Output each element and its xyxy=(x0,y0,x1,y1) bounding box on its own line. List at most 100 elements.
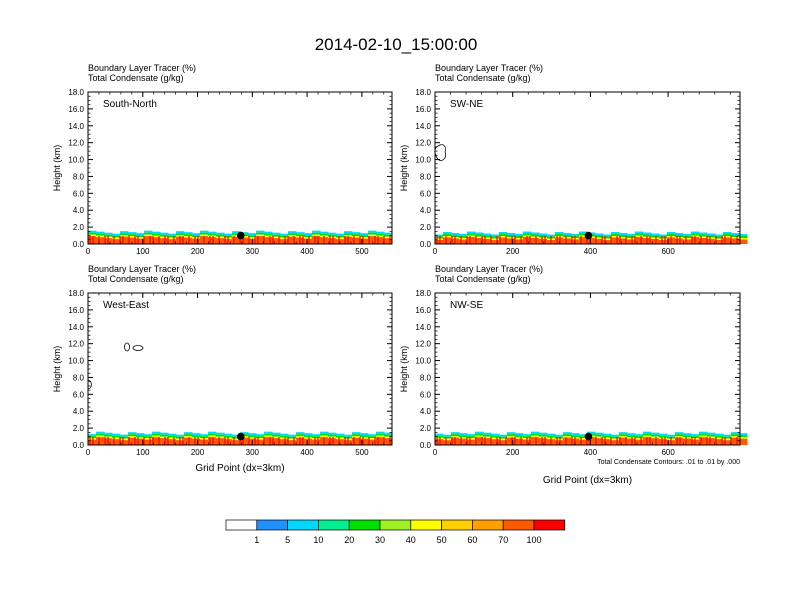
y-tick-label: 16.0 xyxy=(415,105,431,114)
field-orange-cell xyxy=(280,239,289,244)
field-cyan-cell xyxy=(651,432,660,435)
field-green-cell xyxy=(192,235,201,238)
y-tick-label: 4.0 xyxy=(420,407,432,416)
field-orange-cell xyxy=(699,238,708,244)
field-orange-cell xyxy=(152,437,161,445)
field-cyan-cell xyxy=(619,432,628,435)
field-orange-cell xyxy=(499,440,508,445)
field-yellow-cell xyxy=(184,236,193,238)
field-green-cell xyxy=(699,433,708,436)
field-yellow-cell xyxy=(507,237,516,239)
y-tick-label: 0.0 xyxy=(420,240,432,249)
field-cyan-cell xyxy=(352,232,361,235)
field-yellow-cell xyxy=(627,437,636,439)
field-green-cell xyxy=(256,232,265,235)
field-green-cell xyxy=(475,433,484,436)
panel-label-tracer: Boundary Layer Tracer (%) xyxy=(88,63,196,73)
x-tick-label: 300 xyxy=(246,247,260,256)
field-green-cell xyxy=(451,434,460,437)
field-yellow-cell xyxy=(635,235,644,238)
field-orange-cell xyxy=(376,437,385,445)
y-tick-label: 6.0 xyxy=(73,189,85,198)
panel-label-tracer: Boundary Layer Tracer (%) xyxy=(435,63,543,73)
contour-line xyxy=(87,379,92,390)
field-cyan-cell xyxy=(539,432,548,435)
field-cyan-cell xyxy=(136,433,145,436)
field-cyan-cell xyxy=(112,233,121,236)
field-yellow-cell xyxy=(352,436,361,438)
colorbar-label: 1 xyxy=(254,535,259,545)
field-cyan-cell xyxy=(184,432,193,435)
field-green-cell xyxy=(384,434,393,437)
field-yellow-cell xyxy=(184,436,193,438)
field-green-cell xyxy=(467,436,476,439)
field-green-cell xyxy=(459,435,468,438)
field-cyan-cell xyxy=(176,231,185,234)
field-green-cell xyxy=(723,234,732,237)
colorbar-label: 10 xyxy=(313,535,323,545)
field-yellow-cell xyxy=(288,235,297,237)
field-orange-cell xyxy=(475,238,484,244)
field-cyan-cell xyxy=(344,231,353,234)
field-green-cell xyxy=(232,233,241,236)
field-orange-cell xyxy=(619,437,628,445)
y-tick-label: 14.0 xyxy=(415,122,431,131)
tracer-field xyxy=(88,431,393,445)
field-green-cell xyxy=(619,434,628,437)
panel-label-condensate: Total Condensate (g/kg) xyxy=(435,274,531,284)
field-green-cell xyxy=(112,435,121,438)
field-cyan-cell xyxy=(272,432,281,435)
field-cyan-cell xyxy=(288,231,297,234)
colorbar-cell xyxy=(472,519,504,531)
field-cyan-cell xyxy=(232,434,241,437)
y-tick-label: 4.0 xyxy=(73,407,85,416)
field-cyan-cell xyxy=(699,431,708,434)
x-axis-label: Grid Point (dx=3km) xyxy=(543,475,632,486)
field-cyan-cell xyxy=(699,232,708,235)
field-cyan-cell xyxy=(619,233,628,236)
colorbar-label: 70 xyxy=(498,535,508,545)
colorbar-cell xyxy=(441,519,473,531)
field-yellow-cell xyxy=(603,238,612,241)
field-green-cell xyxy=(547,435,556,438)
field-yellow-cell xyxy=(611,236,620,238)
field-orange-cell xyxy=(216,438,225,445)
y-tick-label: 16.0 xyxy=(68,105,84,114)
field-cyan-cell xyxy=(467,231,476,234)
y-tick-label: 2.0 xyxy=(73,223,85,232)
field-yellow-cell xyxy=(675,237,684,239)
field-orange-cell xyxy=(627,438,636,445)
field-orange-cell xyxy=(715,439,724,445)
field-green-cell xyxy=(723,436,732,439)
field-green-cell xyxy=(683,435,692,438)
field-green-cell xyxy=(336,435,345,438)
field-yellow-cell xyxy=(715,238,724,241)
panel-label-tracer: Boundary Layer Tracer (%) xyxy=(435,264,543,274)
field-green-cell xyxy=(216,234,225,237)
field-yellow-cell xyxy=(304,237,313,239)
x-tick-label: 300 xyxy=(246,448,260,457)
field-cyan-cell xyxy=(491,433,500,436)
y-tick-label: 8.0 xyxy=(73,172,85,181)
field-cyan-cell xyxy=(208,431,217,434)
y-tick-label: 10.0 xyxy=(68,156,84,165)
y-tick-label: 8.0 xyxy=(420,172,432,181)
field-cyan-cell xyxy=(715,234,724,237)
field-green-cell xyxy=(112,235,121,238)
y-tick-label: 12.0 xyxy=(68,340,84,349)
field-cyan-cell xyxy=(603,234,612,237)
field-green-cell xyxy=(707,434,716,437)
field-green-cell xyxy=(104,234,113,237)
x-tick-label: 600 xyxy=(661,448,675,457)
colorbar-cell xyxy=(256,519,288,531)
panel-title: West-East xyxy=(103,300,149,311)
field-orange-cell xyxy=(483,438,492,445)
field-orange-cell xyxy=(435,439,444,445)
field-cyan-cell xyxy=(531,431,540,434)
field-yellow-cell xyxy=(715,437,724,440)
field-yellow-cell xyxy=(360,237,369,239)
field-orange-cell xyxy=(352,237,361,244)
x-axis-label: Grid Point (dx=3km) xyxy=(195,463,284,474)
field-orange-cell xyxy=(459,239,468,244)
field-green-cell xyxy=(272,434,281,437)
